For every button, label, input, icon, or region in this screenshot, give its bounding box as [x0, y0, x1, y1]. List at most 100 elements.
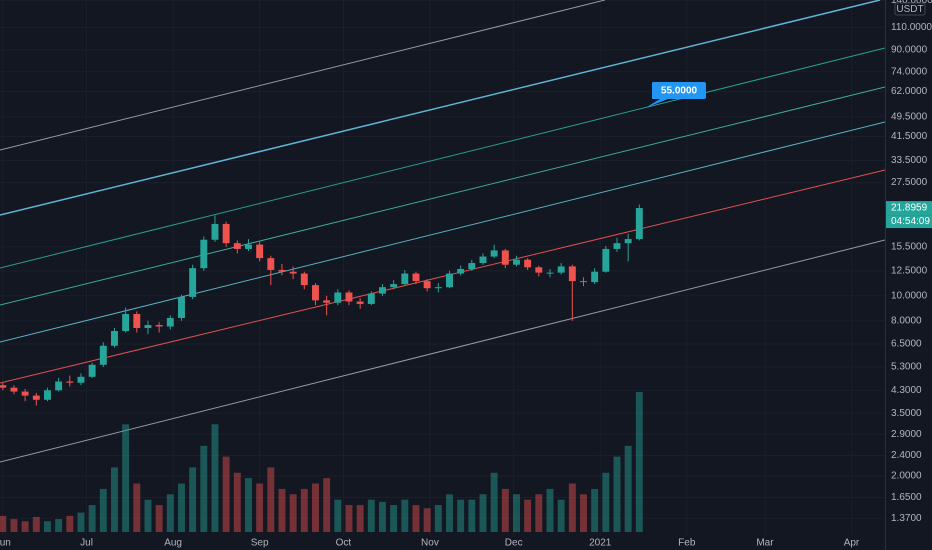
candle-body — [635, 208, 643, 240]
y-tick-label: 3.5000 — [891, 408, 922, 419]
candle-body — [10, 387, 18, 392]
y-tick-label: 41.5000 — [891, 131, 928, 142]
volume-bar — [222, 456, 230, 532]
candle-body — [233, 243, 241, 249]
y-tick-label: 62.0000 — [891, 86, 928, 97]
x-tick-label: Oct — [336, 538, 352, 549]
volume-bar — [334, 499, 342, 532]
candle-body — [345, 292, 353, 302]
volume-bar — [490, 472, 498, 532]
y-tick-label: 27.5000 — [891, 177, 928, 188]
candle-body — [334, 292, 342, 303]
candle-body — [591, 271, 599, 283]
candle-body — [155, 325, 163, 327]
volume-bar — [390, 505, 398, 532]
currency-box[interactable] — [894, 2, 926, 16]
y-tick-label: 5.3000 — [891, 361, 922, 372]
candle-body — [312, 285, 319, 301]
volume-bar — [267, 467, 275, 532]
volume-bar — [111, 467, 118, 532]
candle-body — [557, 266, 565, 273]
candle-body — [0, 385, 7, 388]
volume-bar — [546, 488, 554, 532]
volume-bar — [624, 445, 632, 532]
candle-body — [189, 268, 197, 297]
volume-bar — [10, 519, 18, 532]
candle-body — [88, 364, 96, 377]
last-price: 21.8959 04:54:09 — [886, 201, 932, 229]
y-tick-label: 33.5000 — [891, 155, 928, 166]
callout-text: 55.0000 — [661, 86, 698, 97]
candle-body — [256, 244, 264, 259]
volume-bar — [21, 521, 29, 532]
countdown-box — [886, 215, 932, 229]
volume-bar — [635, 392, 643, 532]
volume-bar — [166, 494, 174, 532]
candle-layer — [0, 204, 643, 406]
candle-body — [267, 258, 275, 270]
volume-bar — [211, 424, 219, 532]
candle-body — [434, 287, 442, 289]
candle-body — [356, 301, 364, 304]
volume-bar — [256, 483, 264, 532]
candle-body — [379, 287, 386, 294]
volume-bar — [189, 467, 197, 532]
volume-bar — [43, 521, 51, 532]
callout-box — [645, 82, 706, 108]
x-tick-label: Feb — [678, 538, 696, 549]
candle-body — [178, 296, 185, 319]
candle-body — [211, 223, 219, 240]
candle-body — [66, 381, 74, 383]
volume-bar — [99, 488, 107, 532]
candle-body — [367, 293, 375, 304]
candle-body — [278, 269, 286, 272]
volume-bar — [367, 499, 375, 532]
candle-body — [524, 259, 532, 268]
x-tick-label: Mar — [756, 538, 774, 549]
volume-bar — [401, 499, 409, 532]
channel-line — [0, 0, 881, 216]
volume-bar — [412, 505, 420, 532]
y-tick-label: 2.0000 — [891, 471, 922, 482]
candle-body — [77, 376, 85, 383]
fib-channel[interactable] — [0, 0, 886, 463]
candle-body — [546, 272, 554, 274]
last-price-label: 21.8959 — [891, 203, 928, 214]
candle-body — [423, 281, 431, 289]
volume-bar — [591, 488, 599, 532]
volume-bar — [66, 515, 74, 532]
volume-bar — [423, 508, 431, 532]
time-axis-labels: Jun Jul Aug Sep Oct Nov Dec 2021 Feb Mar Apr — [0, 538, 860, 549]
candle-body — [133, 313, 141, 328]
volume-bar — [446, 494, 453, 532]
x-tick-label: 2021 — [589, 538, 612, 549]
x-tick-label: Aug — [164, 538, 182, 549]
y-tick-label: 6.5000 — [891, 339, 922, 350]
volume-bar — [379, 501, 386, 532]
channel-line — [0, 0, 606, 151]
y-tick-label: 90.0000 — [891, 44, 928, 55]
candle-body — [412, 273, 420, 282]
last-price-box — [886, 201, 932, 216]
channel-line — [0, 121, 886, 343]
y-tick-label: 8.0000 — [891, 315, 922, 326]
candle-body — [55, 381, 63, 391]
volume-bar — [245, 478, 252, 532]
channel-line — [0, 86, 886, 306]
candle-body — [43, 390, 51, 400]
channel-line — [0, 47, 886, 269]
candle-body — [624, 239, 632, 244]
volume-bar — [479, 494, 487, 532]
y-tick-label: 2.4000 — [891, 450, 922, 461]
volume-bar — [278, 488, 286, 532]
volume-bar — [356, 505, 364, 532]
price-axis — [885, 0, 932, 550]
volume-bar — [457, 499, 465, 532]
y-tick-label: 10.0000 — [891, 290, 928, 301]
volume-bar — [524, 499, 532, 532]
candle-body — [501, 250, 509, 265]
volume-bar — [568, 483, 576, 532]
callout[interactable]: 55.0000 — [645, 82, 706, 108]
y-tick-label: 74.0000 — [891, 66, 928, 77]
